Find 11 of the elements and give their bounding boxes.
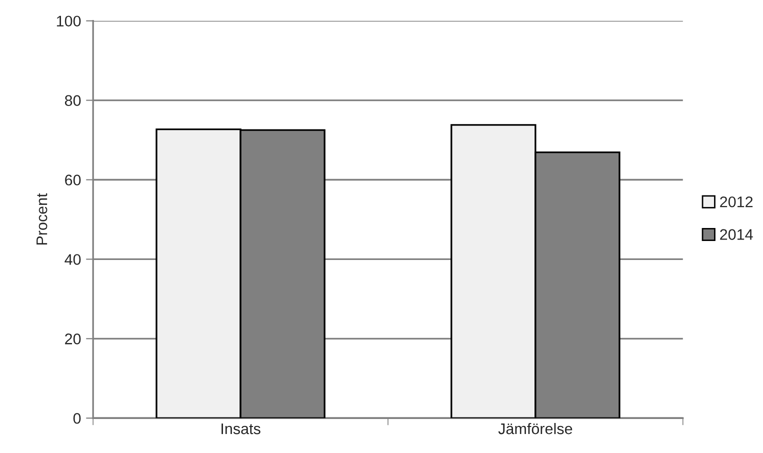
y-tick-label: 20 <box>65 334 81 344</box>
legend-label: 2012 <box>720 196 753 208</box>
y-tick-label: 100 <box>56 16 81 27</box>
y-tick-label: 60 <box>65 174 81 186</box>
x-tick-label: Jämförelse <box>498 422 572 434</box>
y-tick-label: 0 <box>73 412 81 424</box>
y-axis-title: Procent <box>36 193 48 245</box>
legend-label: 2014 <box>720 229 753 240</box>
x-tick-label: Insats <box>222 424 260 434</box>
y-tick-label: 80 <box>64 95 81 106</box>
y-tick-label: 40 <box>64 254 81 265</box>
